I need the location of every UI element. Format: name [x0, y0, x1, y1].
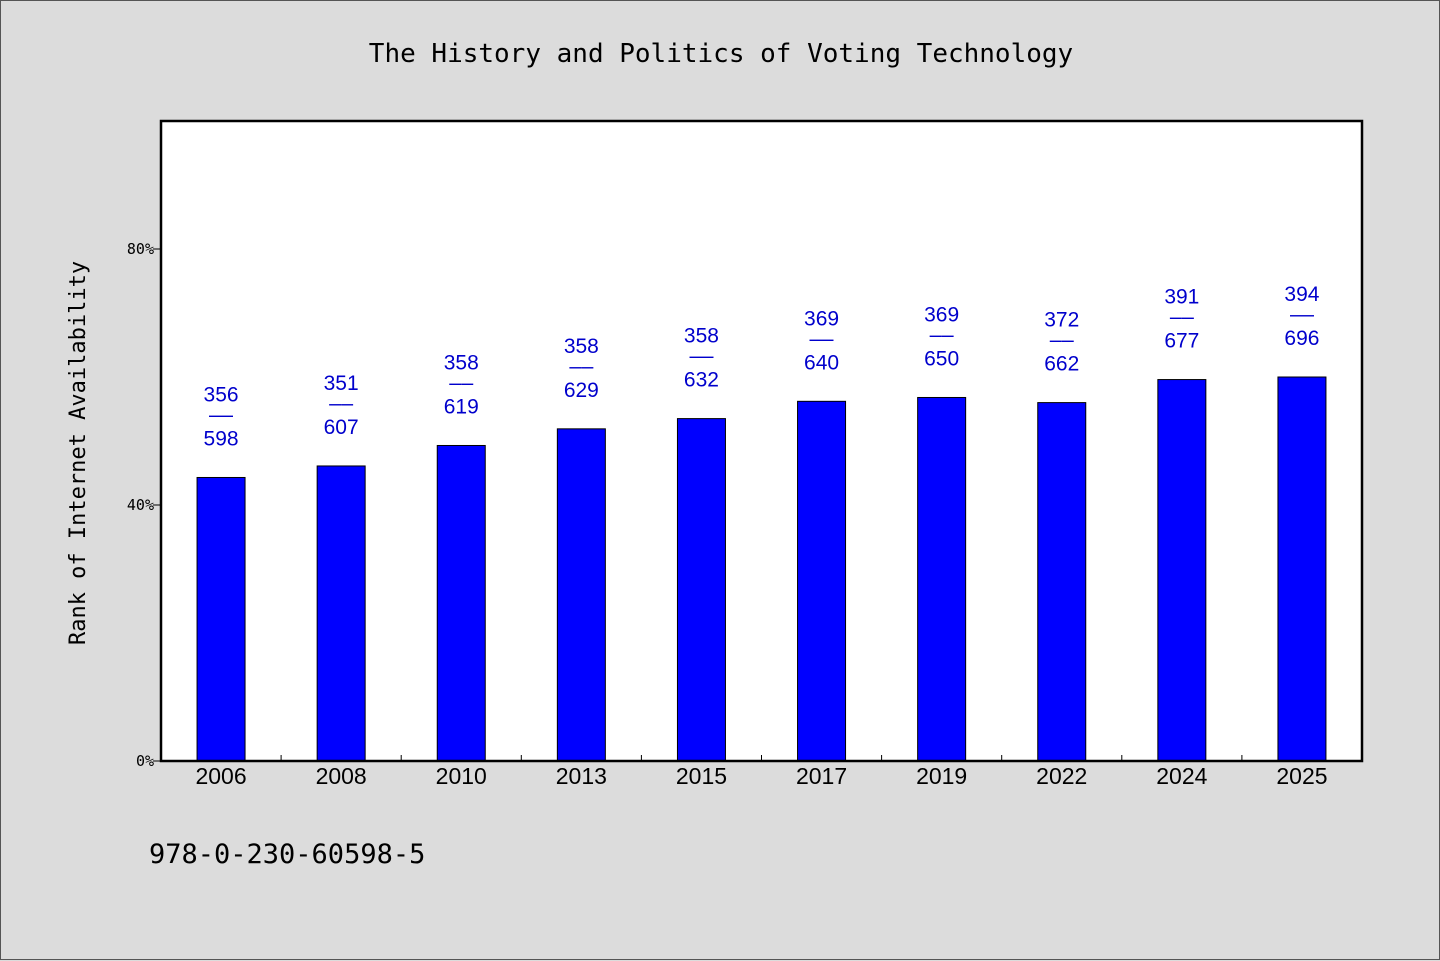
x-tick-label: 2008 — [316, 763, 367, 789]
bar — [1037, 402, 1087, 762]
bar — [556, 428, 606, 762]
data-label-separator: —— — [930, 323, 954, 346]
data-label-separator: —— — [569, 355, 593, 378]
data-label-top: 358 — [684, 325, 719, 348]
data-label-separator: —— — [1290, 303, 1314, 326]
data-label-top: 358 — [564, 335, 599, 358]
data-label-separator: —— — [1170, 306, 1194, 329]
y-axis-label: Rank of Internet Availability — [66, 261, 91, 645]
data-label-bottom: 640 — [804, 351, 839, 374]
x-tick-label: 2019 — [916, 763, 967, 789]
bar — [196, 476, 246, 762]
data-label-bottom: 629 — [564, 379, 599, 402]
x-tick-label: 2013 — [556, 763, 607, 789]
x-tick-label: 2022 — [1036, 763, 1087, 789]
bar — [1157, 379, 1207, 762]
x-tick-label: 2010 — [436, 763, 487, 789]
data-label-separator: —— — [449, 371, 473, 394]
data-label-top: 372 — [1044, 309, 1079, 332]
data-label-top: 391 — [1164, 286, 1199, 309]
y-tick-label: 40% — [127, 496, 154, 514]
x-tick-label: 2024 — [1156, 763, 1207, 789]
data-label-separator: —— — [329, 392, 353, 415]
x-tick-label: 2017 — [796, 763, 847, 789]
data-label-separator: —— — [810, 327, 834, 350]
plot-border — [159, 119, 1364, 763]
data-label-bottom: 696 — [1284, 327, 1319, 350]
data-label-bottom: 632 — [684, 369, 719, 392]
x-tick-label: 2006 — [195, 763, 246, 789]
data-label-separator: —— — [689, 345, 713, 368]
bar — [1277, 376, 1327, 762]
data-label-top: 351 — [324, 372, 359, 395]
y-tick-label: 0% — [136, 752, 154, 770]
data-label-bottom: 619 — [444, 395, 479, 418]
data-label-bottom: 662 — [1044, 353, 1079, 376]
data-label-bottom: 677 — [1164, 330, 1199, 353]
bar — [917, 396, 967, 762]
bar — [797, 400, 847, 762]
bar — [316, 465, 366, 762]
data-label-top: 369 — [924, 303, 959, 326]
plot-area: 0%40%80%2006356——5982008351——6072010358—… — [127, 119, 1364, 789]
y-tick-label: 80% — [127, 240, 154, 258]
data-label-top: 369 — [804, 307, 839, 330]
data-label-bottom: 598 — [204, 427, 239, 450]
data-label-separator: —— — [1050, 329, 1074, 352]
x-tick-label: 2025 — [1276, 763, 1327, 789]
isbn-footer: 978-0-230-60598-5 — [149, 839, 425, 870]
chart-title: The History and Politics of Voting Techn… — [369, 39, 1073, 69]
x-tick-label: 2015 — [676, 763, 727, 789]
data-label-top: 356 — [204, 383, 239, 406]
data-label-top: 394 — [1284, 283, 1319, 306]
data-label-separator: —— — [209, 403, 233, 426]
data-label-bottom: 650 — [924, 347, 959, 370]
data-label-bottom: 607 — [324, 416, 359, 439]
data-label-top: 358 — [444, 351, 479, 374]
bar — [436, 444, 486, 762]
bar — [676, 418, 726, 762]
